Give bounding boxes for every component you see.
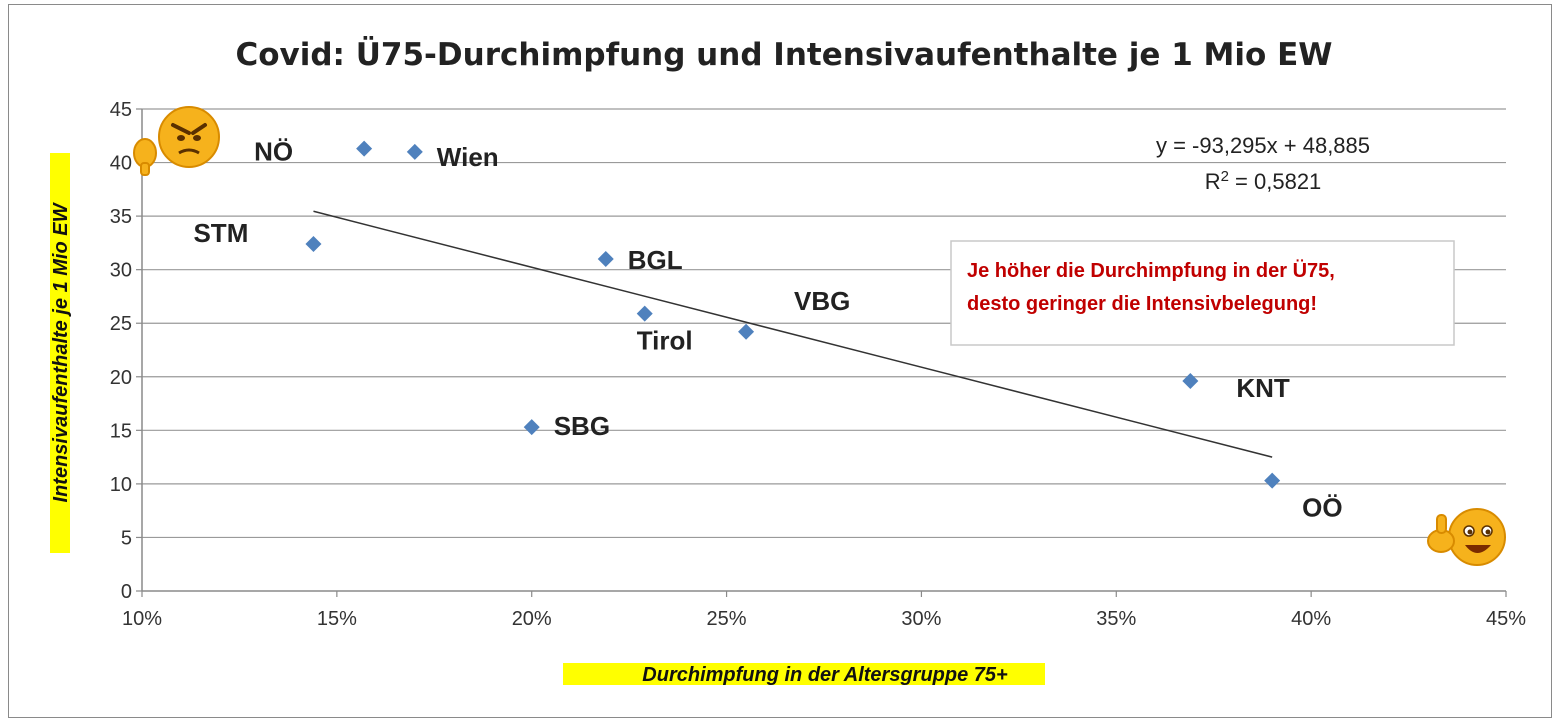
annotation-line-1: Je höher die Durchimpfung in der Ü75,: [967, 259, 1335, 282]
y-tick-label: 25: [110, 313, 132, 335]
data-point-marker: [636, 305, 653, 322]
data-point-marker: [523, 419, 540, 436]
data-point-marker: [1182, 373, 1199, 390]
point-label: Wien: [437, 142, 499, 172]
y-tick-label: 35: [110, 206, 132, 228]
x-axis-ticks: 10% 15% 20% 25% 30% 35% 40% 45%: [122, 591, 1526, 630]
x-tick-label: 35%: [1096, 608, 1136, 630]
point-label: OÖ: [1302, 493, 1342, 523]
r-squared-label: R2 = 0,5821: [1205, 168, 1322, 194]
y-axis-label-group: Intensivaufenthalte je 1 Mio EW: [50, 153, 72, 553]
x-tick-label: 40%: [1291, 608, 1331, 630]
point-label: Tirol: [637, 326, 693, 356]
point-label: BGL: [628, 245, 683, 275]
point-label: NÖ: [254, 137, 293, 167]
chart-title: Covid: Ü75-Durchimpfung und Intensivaufe…: [235, 36, 1332, 73]
trendline: [313, 210, 1273, 458]
data-point-marker: [738, 323, 755, 340]
y-axis-label-highlight: [50, 153, 70, 553]
data-points: [305, 140, 1281, 489]
data-point-marker: [1264, 472, 1281, 489]
y-tick-label: 10: [110, 474, 132, 496]
x-tick-label: 15%: [317, 608, 357, 630]
y-tick-label: 20: [110, 367, 132, 389]
data-point-marker: [305, 235, 322, 252]
angry-thumbs-down-emoji-icon: [133, 106, 220, 176]
y-axis-ticks: 0 5 10 15 20 25 30 35 40 45: [110, 99, 142, 603]
x-axis-label: Durchimpfung in der Altersgruppe 75+: [642, 664, 1008, 686]
point-labels: NÖ Wien STM BGL Tirol VBG SBG KNT OÖ: [193, 137, 1342, 523]
gridlines: [142, 108, 1506, 539]
x-tick-label: 25%: [707, 608, 747, 630]
y-axis-label: Intensivaufenthalte je 1 Mio EW: [50, 201, 72, 502]
y-tick-label: 0: [121, 581, 132, 603]
x-tick-label: 20%: [512, 608, 552, 630]
x-tick-label: 30%: [901, 608, 941, 630]
data-point-marker: [356, 140, 373, 157]
annotation-line-2: desto geringer die Intensivbelegung!: [967, 293, 1317, 315]
y-tick-label: 30: [110, 260, 132, 282]
point-label: KNT: [1236, 373, 1290, 403]
scatter-chart: Covid: Ü75-Durchimpfung und Intensivaufe…: [50, 36, 1526, 686]
data-point-marker: [406, 143, 423, 160]
x-axis-label-highlight: [563, 663, 1045, 685]
y-tick-label: 15: [110, 420, 132, 442]
point-label: STM: [193, 218, 248, 248]
happy-thumbs-up-emoji-icon: [1427, 508, 1506, 566]
point-label: SBG: [554, 411, 610, 441]
y-tick-label: 5: [121, 527, 132, 549]
x-tick-label: 10%: [122, 608, 162, 630]
point-label: VBG: [794, 286, 850, 316]
data-point-marker: [597, 250, 614, 267]
annotation-box: [950, 240, 1455, 346]
y-tick-label: 40: [110, 153, 132, 175]
trendline-equation: y = -93,295x + 48,885: [1156, 133, 1370, 158]
x-tick-label: 45%: [1486, 608, 1526, 630]
chart-frame: Covid: Ü75-Durchimpfung und Intensivaufe…: [8, 4, 1552, 718]
y-tick-label: 45: [110, 99, 132, 121]
